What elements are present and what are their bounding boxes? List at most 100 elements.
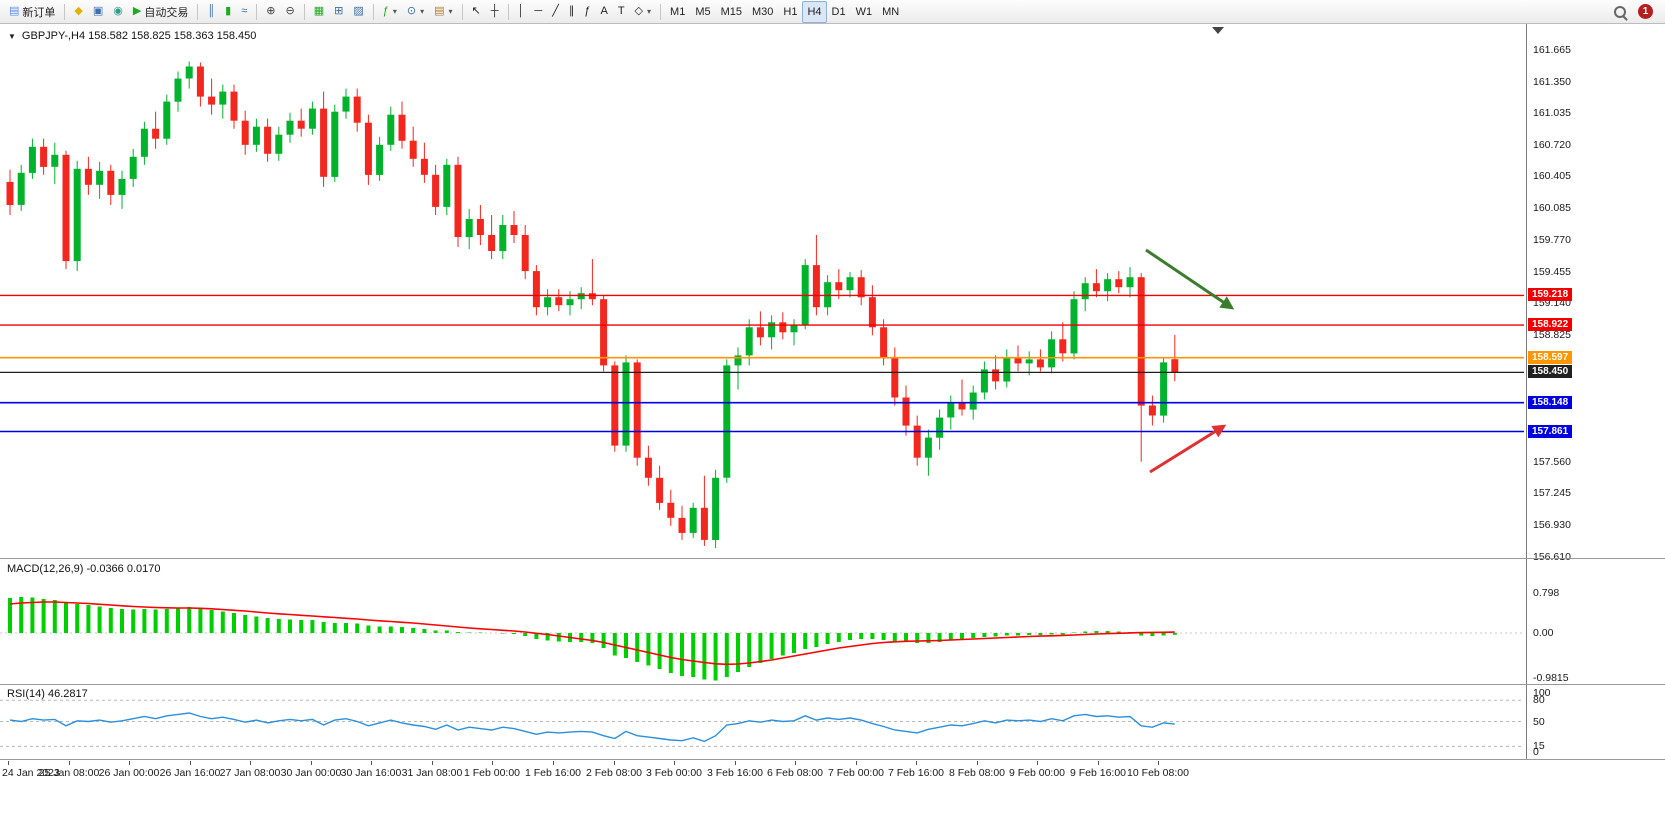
text-button[interactable]: A <box>595 1 612 23</box>
tf-m30-button[interactable]: M30 <box>747 1 778 23</box>
price-tick-label: 161.035 <box>1533 107 1571 119</box>
periods-button[interactable]: ⊙ ▾ <box>402 1 429 23</box>
autotrading-button[interactable]: ▶ 自动交易 <box>128 1 193 23</box>
templates-button[interactable]: ▤ ▾ <box>429 1 457 23</box>
candle-body <box>1160 362 1168 416</box>
candle-body <box>6 181 14 205</box>
tf-d1-button[interactable]: D1 <box>827 1 851 23</box>
candle-body <box>28 146 36 173</box>
toolbar-separator <box>64 3 66 20</box>
time-tick <box>856 761 857 765</box>
candle-body <box>555 297 563 306</box>
candle-body <box>241 120 249 145</box>
candle-body <box>600 299 608 366</box>
candle-body <box>723 365 731 478</box>
tf-w1-button[interactable]: W1 <box>851 1 878 23</box>
tf-m30-label: M30 <box>752 5 774 18</box>
macd-label: MACD(12,26,9) -0.0366 0.0170 <box>7 563 161 575</box>
profiles-button[interactable]: ▨ <box>348 1 368 23</box>
notification-badge[interactable]: 1 <box>1638 4 1653 19</box>
candle-body <box>264 126 272 154</box>
time-tick-label: 10 Feb 08:00 <box>1127 767 1189 779</box>
autotrading-label: 自动交易 <box>144 6 189 19</box>
line-chart-button[interactable]: ≈ <box>236 1 252 23</box>
horizontal-line-button[interactable]: ─ <box>529 1 547 23</box>
candlestick-chart-button[interactable]: ▮ <box>220 1 236 23</box>
tf-h1-button[interactable]: H1 <box>778 1 802 23</box>
rsi-panel-splitter[interactable] <box>0 684 1665 685</box>
macd-panel-splitter[interactable] <box>0 558 1665 559</box>
time-tick <box>553 761 554 765</box>
symbol-search-button[interactable] <box>1609 1 1631 23</box>
price-axis[interactable]: 161.665 161.350 161.035 160.720 160.405 160.0… <box>1527 24 1665 760</box>
candle-body <box>857 277 865 298</box>
candle-body <box>577 293 585 300</box>
candle-body <box>353 96 361 123</box>
chart-shift-marker[interactable] <box>1212 27 1224 34</box>
tf-m5-button[interactable]: M5 <box>690 1 715 23</box>
candle-body <box>913 425 921 458</box>
candle-body <box>947 402 955 418</box>
bar-chart-button[interactable]: ║ <box>202 1 220 23</box>
price-tick-label: 161.665 <box>1533 44 1571 56</box>
price-tick-label: 156.610 <box>1533 551 1571 563</box>
arrows-button[interactable]: ◇ ▾ <box>630 1 656 23</box>
indicators-navigator-button[interactable]: ◆ <box>69 1 87 23</box>
time-tick-label: 1 Feb 00:00 <box>463 767 521 779</box>
periods-icon: ⊙ <box>406 5 417 17</box>
tf-m1-button[interactable]: M1 <box>665 1 690 23</box>
signals-button[interactable]: ◉ <box>108 1 128 23</box>
fibonacci-button[interactable]: ƒ <box>579 1 595 23</box>
equidistant-channel-button[interactable]: ∥ <box>564 1 580 23</box>
one-click-trading-arrow[interactable]: ▼ <box>8 31 16 41</box>
candle-body <box>846 277 854 291</box>
templates-icon: ▤ <box>434 5 445 17</box>
cursor-button[interactable]: ↖ <box>467 1 486 23</box>
tf-h4-button[interactable]: H4 <box>802 0 827 23</box>
time-tick-label: 26 Jan 00:00 <box>98 767 160 779</box>
time-tick <box>8 761 9 765</box>
candle-body <box>51 154 59 167</box>
candle-body <box>84 168 92 185</box>
candle-body <box>734 355 742 366</box>
rsi-tick-label: 0 <box>1533 746 1539 758</box>
price-tick-label: 160.405 <box>1533 170 1571 182</box>
trendline-icon: ╱ <box>552 5 559 17</box>
chart-plot[interactable] <box>0 24 1526 760</box>
time-tick-label: 7 Feb 16:00 <box>887 767 945 779</box>
time-axis[interactable]: 24 Jan 2023 25 Jan 08:00 26 Jan 00:00 26 Ja… <box>0 760 1526 786</box>
toolbar-right: 1 <box>1609 1 1661 23</box>
text-label-icon: T <box>617 5 625 17</box>
candle-body <box>163 101 171 139</box>
toolbar-separator <box>197 3 199 20</box>
new-chart-button[interactable]: ⊞ <box>329 1 348 23</box>
indicators-button[interactable]: ƒ ▾ <box>378 1 402 23</box>
new-order-button[interactable]: ▤ 新订单 <box>4 1 60 23</box>
red-arrow[interactable] <box>1149 424 1227 474</box>
tf-mn-button[interactable]: MN <box>877 1 904 23</box>
time-axis-border <box>0 759 1665 760</box>
crosshair-button[interactable]: ┼ <box>486 1 504 23</box>
toolbar-separator <box>256 3 258 20</box>
candle-body <box>1014 357 1022 364</box>
tf-m1-label: M1 <box>670 5 686 18</box>
macd-signal-line <box>9 601 1175 666</box>
rsi-tick-label: 15 <box>1533 740 1545 752</box>
text-label-button[interactable]: T <box>613 1 630 23</box>
candle-body <box>745 327 753 356</box>
tile-windows-button[interactable]: ▦ <box>309 1 329 23</box>
price-level-label-158.450: 158.450 <box>1528 365 1573 378</box>
chart-window-button[interactable]: ▣ <box>88 1 108 23</box>
time-tick-label: 26 Jan 16:00 <box>159 767 221 779</box>
chart-window[interactable]: ▼ GBPJPY-,H4 158.582 158.825 158.363 158… <box>0 24 1665 835</box>
vertical-line-button[interactable]: │ <box>513 1 530 23</box>
green-arrow[interactable] <box>1145 248 1235 310</box>
zoom-out-button[interactable]: ⊖ <box>280 1 299 23</box>
trendline-button[interactable]: ╱ <box>547 1 564 23</box>
macd-values-text: -0.0366 0.0170 <box>86 563 161 575</box>
tf-m15-button[interactable]: M15 <box>716 1 747 23</box>
time-tick <box>311 761 312 765</box>
rsi-value-text: 46.2817 <box>47 688 88 700</box>
zoom-in-button[interactable]: ⊕ <box>261 1 280 23</box>
search-icon <box>1614 5 1626 18</box>
